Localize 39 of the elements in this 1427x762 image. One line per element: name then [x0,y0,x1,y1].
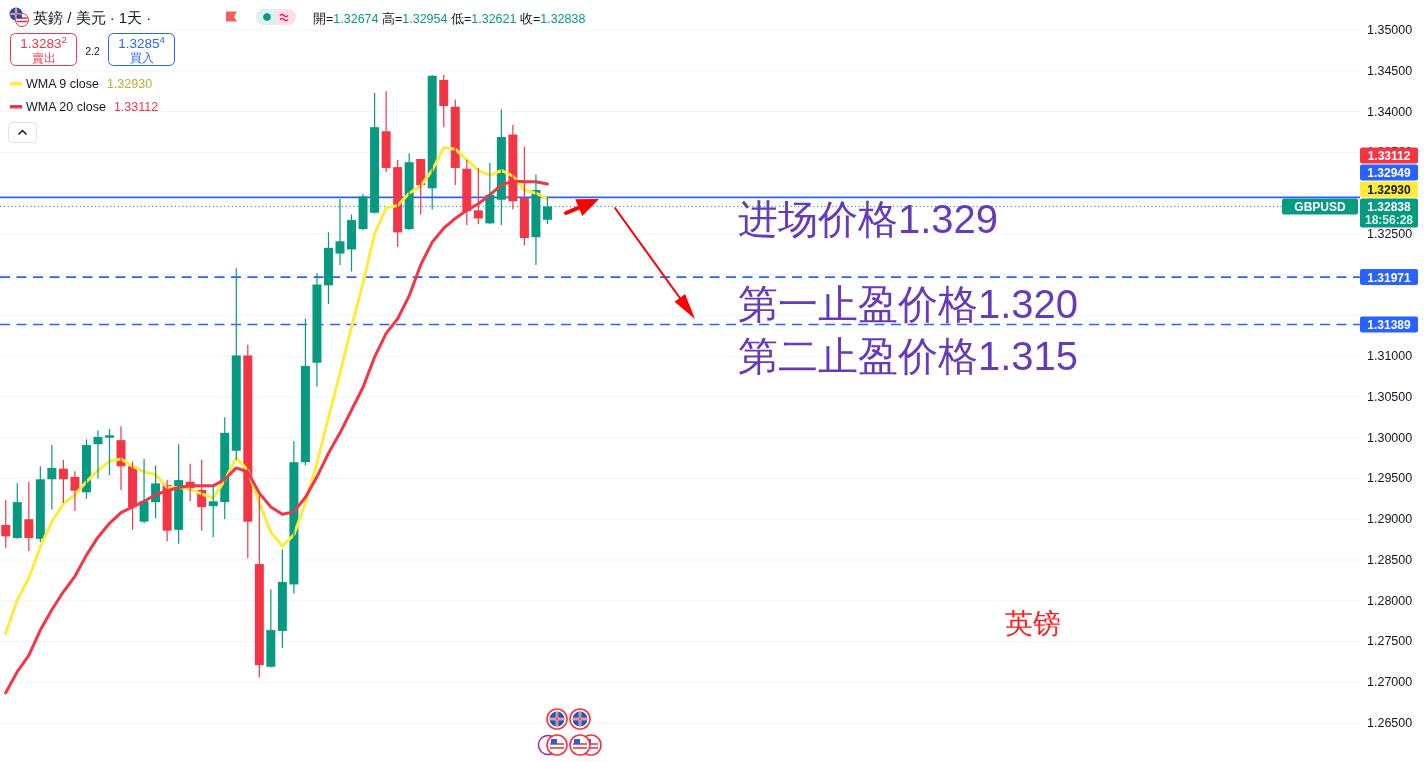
y-tick-label: 1.28500 [1367,553,1413,567]
legend-label: WMA 9 close [26,77,99,91]
annotation: 1.3283$^{2}$ [20,33,67,51]
y-tick-label: 1.32500 [1367,226,1413,241]
annotation: 賣出 [31,52,56,65]
price-tag: 1.32949 [1360,164,1418,181]
y-tick-label: 1.29000 [1367,512,1413,527]
annotation: 第一止盈价格1.320 [738,282,1079,326]
price-tag: 1.31389 [1360,316,1418,333]
chart-title: 英鎊 / 美元 · 1天 · [33,8,152,26]
y-tick-label: 1.35000 [1367,23,1413,38]
annotation: 2.2 [85,44,100,57]
annotation: 1.3285$^{4}$ [118,33,166,51]
annotation: GBPUSD [1294,199,1346,214]
y-tick-label: 1.34500 [1367,63,1413,78]
annotation: 1.33112 [113,100,159,114]
text: 18:56:28 [1364,213,1414,228]
legend-label: WMA 20 close [26,100,106,114]
y-tick-label: 1.34000 [1367,104,1413,119]
annotation: 进场价格1.329 [738,197,999,241]
y-tick-label: 1.30500 [1367,390,1413,404]
price-tag: 1.32930 [1360,181,1418,198]
annotation: 買入 [129,51,154,64]
y-tick-label: 1.29500 [1367,471,1413,486]
y-tick-label: 1.30000 [1367,430,1413,445]
chart-subtitle: 開=1.32674 高=1.32954 低=1.32621 收=1.32838 [313,10,586,26]
symbol-tag: GBPUSD [1282,198,1358,215]
annotation: 第二止盈价格1.315 [738,334,1079,378]
ref-line-label: 1.31389 [1367,318,1412,333]
annotation: 1.32930 [106,77,153,91]
price-tag: 1.31971 [1360,269,1418,286]
y-tick-label: 1.26500 [1367,716,1413,730]
y-tick-label: 1.28000 [1367,593,1413,608]
y-tick-label: 1.27500 [1367,634,1413,649]
y-tick-label: 1.27000 [1367,675,1413,690]
ref-line-label: 1.32838 [1367,199,1412,214]
annotation: 英镑 [1005,608,1061,639]
y-tick-label: 1.31000 [1367,349,1413,364]
ref-line-label: 1.31971 [1367,270,1412,285]
